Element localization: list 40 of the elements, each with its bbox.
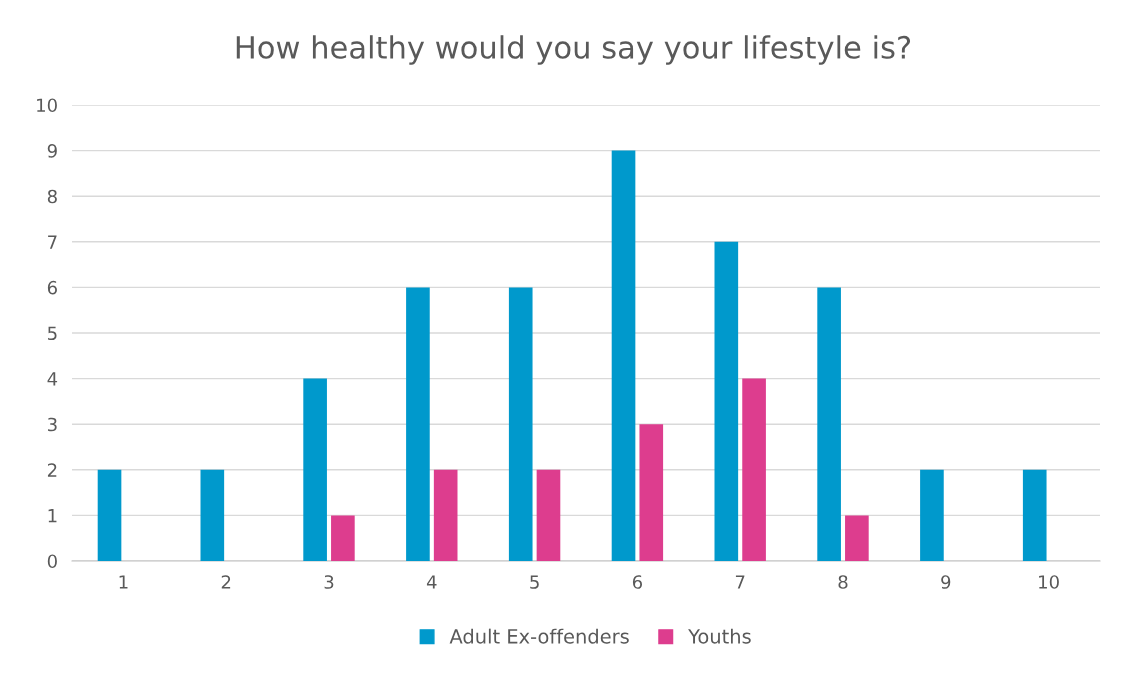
- bar: [714, 241, 739, 561]
- y-tick-label: 7: [48, 235, 57, 249]
- bar: [331, 515, 355, 561]
- bar: [920, 469, 944, 561]
- bar: [845, 515, 869, 561]
- bar: [536, 469, 561, 561]
- bar: [1022, 469, 1047, 561]
- bar: [639, 424, 664, 561]
- y-tick-label: 5: [48, 326, 57, 341]
- y-tick-label: 8: [47, 189, 57, 204]
- x-tick-label: 10: [1039, 575, 1059, 589]
- y-tick-label: 3: [48, 417, 57, 432]
- y-tick-label: 1: [48, 509, 57, 523]
- x-tick-label: 6: [632, 575, 643, 589]
- y-tick-label: 9: [47, 144, 57, 158]
- legend-label: Adult Ex-offenders: [449, 628, 629, 644]
- y-tick-label: 4: [47, 372, 58, 386]
- bar: [611, 150, 636, 561]
- bar: [817, 287, 841, 561]
- bar: [200, 469, 225, 561]
- y-tick-label: 0: [47, 554, 57, 569]
- bar: [742, 378, 766, 561]
- legend-label: Youths: [688, 628, 751, 644]
- y-tick-label: 10: [37, 98, 57, 113]
- chart-title: How healthy would you say your lifestyle is?: [236, 35, 911, 65]
- x-tick-label: 5: [530, 575, 539, 589]
- x-tick-label: 9: [941, 575, 951, 589]
- x-tick-label: 8: [838, 575, 848, 589]
- bar: [303, 378, 327, 561]
- x-tick-label: 3: [324, 575, 334, 589]
- bar: [433, 469, 458, 561]
- x-tick-label: 4: [426, 575, 437, 589]
- y-tick-label: 6: [47, 280, 57, 295]
- x-tick-label: 7: [735, 575, 745, 589]
- bar: [97, 469, 122, 561]
- bar: [508, 287, 533, 561]
- x-tick-label: 2: [221, 575, 231, 589]
- x-tick-label: 1: [119, 575, 128, 589]
- bar: [406, 287, 430, 561]
- y-tick-label: 2: [47, 463, 57, 477]
